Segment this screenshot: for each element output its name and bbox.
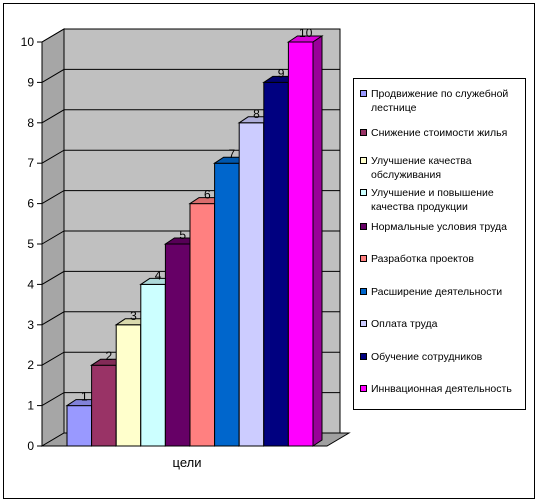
legend: Продвижение по служебной лестнице Снижени… (353, 78, 526, 410)
legend-item: Продвижение по служебной лестнице (360, 87, 522, 115)
data-label: 6 (204, 188, 211, 202)
gridline (41, 28, 340, 43)
data-labels: 1 2 3 4 5 6 7 8 9 10 (81, 26, 313, 404)
y-tick-label: 8 (27, 116, 34, 130)
y-tick-label: 10 (21, 35, 35, 49)
legend-swatch (360, 353, 367, 360)
y-tick-label: 2 (27, 358, 34, 372)
legend-swatch (360, 90, 367, 97)
data-label: 5 (179, 228, 186, 242)
bars (65, 35, 324, 447)
legend-item: Снижение стоимости жилья (360, 126, 522, 140)
gridline (41, 109, 340, 124)
legend-item: Улучшение качества обслуживания (360, 154, 522, 182)
legend-label: Улучшение и повышение качества продукции (371, 187, 494, 213)
bar-front (238, 122, 265, 447)
legend-swatch (360, 320, 367, 327)
legend-item: Разработка проектов (360, 252, 522, 266)
y-tick-label: 1 (27, 399, 34, 413)
y-tick-label: 9 (27, 75, 34, 89)
legend-swatch (360, 385, 367, 392)
legend-label: Расширение деятельности (371, 286, 503, 298)
legend-swatch (360, 255, 367, 262)
data-label: 2 (106, 349, 113, 363)
y-tick-label: 0 (27, 439, 34, 453)
gridline (41, 68, 340, 83)
bar-side (312, 35, 323, 447)
x-axis-category-label: цели (173, 455, 202, 470)
bar-front (164, 243, 191, 447)
data-label: 1 (81, 390, 88, 404)
legend-label: Нормальные условия труда (371, 221, 507, 233)
data-label: 4 (155, 268, 162, 282)
legend-item: Расширение деятельности (360, 285, 522, 299)
legend-swatch (360, 189, 367, 196)
legend-item: Иннвационная деятельность (360, 382, 522, 396)
y-tick-label: 5 (27, 237, 34, 251)
data-label: 9 (278, 66, 285, 80)
bar-front (66, 405, 93, 447)
bar-front (189, 203, 216, 447)
legend-item: Нормальные условия труда (360, 220, 522, 234)
legend-label: Разработка проектов (371, 253, 474, 265)
data-label: 3 (130, 309, 137, 323)
legend-swatch (360, 223, 367, 230)
y-axis-tick-labels: 0 1 2 3 4 5 6 7 8 9 10 (21, 35, 35, 453)
bar-front (115, 324, 142, 447)
legend-label: Иннвационная деятельность (371, 383, 512, 395)
data-label: 8 (253, 107, 260, 121)
y-tick-label: 7 (27, 156, 34, 170)
legend-swatch (360, 288, 367, 295)
legend-item: Обучение сотрудников (360, 350, 522, 364)
y-tick-label: 3 (27, 318, 34, 332)
y-tick-label: 6 (27, 197, 34, 211)
bar-front (287, 41, 314, 447)
legend-label: Улучшение качества обслуживания (371, 155, 472, 181)
data-label: 7 (229, 147, 236, 161)
legend-label: Обучение сотрудников (371, 351, 483, 363)
legend-label: Снижение стоимости жилья (371, 127, 508, 139)
bar-front (263, 81, 289, 447)
legend-label: Продвижение по служебной лестнице (371, 88, 509, 114)
bar-front (91, 364, 117, 447)
bar-front (214, 162, 240, 447)
y-tick-label: 4 (27, 277, 34, 291)
bar-front (140, 283, 166, 447)
legend-label: Оплата труда (371, 318, 438, 330)
legend-swatch (360, 129, 367, 136)
bar-10 (286, 35, 324, 447)
data-label: 10 (299, 26, 313, 40)
legend-swatch (360, 157, 367, 164)
legend-item: Улучшение и повышение качества продукции (360, 186, 522, 214)
legend-item: Оплата труда (360, 317, 522, 331)
